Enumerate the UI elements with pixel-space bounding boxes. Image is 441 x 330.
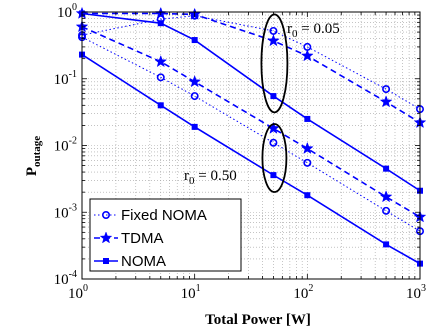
annotation-symbol: r: [184, 168, 189, 184]
y-tick-label-base: 10: [54, 139, 69, 155]
data-point: [267, 34, 280, 47]
y-tick-label-base: 10: [57, 5, 72, 21]
y-axis-label-sub: outage: [31, 136, 43, 167]
legend-box: [89, 198, 242, 272]
group-ellipse-r050: [261, 123, 288, 193]
x-tick-label-exp: 2: [308, 283, 313, 294]
x-axis-label: Total Power [W]: [205, 312, 311, 328]
y-tick-label-exp: -3: [69, 202, 77, 213]
x-tick-label-base: 10: [406, 286, 421, 302]
annotation-symbol: r: [287, 21, 292, 37]
legend-item: Fixed NOMA: [94, 207, 207, 224]
data-point: [300, 141, 314, 154]
annotation-label: r0 = 0.05: [287, 21, 340, 40]
data-point: [188, 75, 202, 88]
data-point: [379, 95, 393, 108]
y-tick-label: 100: [57, 2, 77, 21]
x-tick-label-base: 10: [68, 286, 83, 302]
data-point: [382, 85, 391, 94]
y-tick-label: 10-2: [54, 136, 77, 155]
y-tick-label: 10-3: [54, 202, 77, 221]
legend: Fixed NOMA TDMA NOMA: [89, 198, 242, 272]
legend-item: NOMA: [94, 253, 166, 270]
series-line: [81, 15, 421, 110]
data-point: [303, 158, 312, 167]
x-tick-label: 101: [181, 283, 201, 302]
data-point: [382, 206, 391, 215]
series-line: [81, 36, 421, 232]
data-point: [383, 165, 390, 172]
data-point: [269, 138, 278, 147]
x-tick-label-exp: 1: [196, 283, 201, 294]
x-tick-label: 103: [406, 283, 426, 302]
y-tick-label: 10-4: [54, 269, 77, 288]
legend-marker: [103, 258, 109, 264]
data-point: [157, 20, 164, 27]
data-point: [270, 93, 277, 100]
data-point: [304, 115, 311, 122]
data-point: [190, 92, 199, 101]
data-point: [300, 49, 314, 62]
y-tick-label-exp: 0: [72, 2, 77, 13]
annotation-subscript: 0: [189, 175, 195, 187]
y-axis-label-main: P: [24, 167, 40, 176]
data-point: [157, 102, 164, 109]
x-tick-label-base: 10: [181, 286, 196, 302]
y-tick-label-exp: -4: [69, 269, 77, 280]
data-point: [156, 73, 165, 82]
x-tick-label-exp: 0: [83, 283, 88, 294]
y-tick-label-exp: -2: [69, 136, 77, 147]
y-tick-label-base: 10: [54, 72, 69, 88]
series-layer: [75, 6, 427, 267]
annotation-subscript: 0: [292, 28, 298, 40]
x-tick-label: 102: [293, 283, 313, 302]
data-point: [270, 172, 277, 179]
legend-label: TDMA: [121, 230, 164, 247]
annotation-value: = 0.50: [195, 168, 237, 184]
group-ellipse-r005: [260, 13, 289, 114]
y-tick-label-exp: -1: [69, 69, 77, 80]
y-tick-label-base: 10: [54, 205, 69, 221]
x-tick-label-base: 10: [293, 286, 308, 302]
x-tick-label: 100: [68, 283, 88, 302]
data-point: [154, 54, 168, 68]
data-point: [383, 241, 390, 248]
legend-marker: [102, 211, 111, 220]
annotation-value: = 0.05: [298, 21, 340, 37]
legend-marker: [99, 231, 113, 244]
x-tick-label-exp: 3: [421, 283, 426, 294]
legend-label: Fixed NOMA: [121, 207, 207, 224]
y-tick-label: 10-1: [54, 69, 77, 88]
y-tick-label-base: 10: [54, 272, 69, 288]
data-point: [191, 123, 198, 130]
y-axis-label: Poutage: [24, 136, 43, 176]
legend-label: NOMA: [121, 253, 166, 270]
annotation-label: r0 = 0.50: [184, 168, 237, 187]
data-point: [379, 190, 393, 203]
data-point: [304, 192, 311, 199]
legend-item: TDMA: [94, 230, 164, 247]
data-point: [191, 37, 198, 44]
